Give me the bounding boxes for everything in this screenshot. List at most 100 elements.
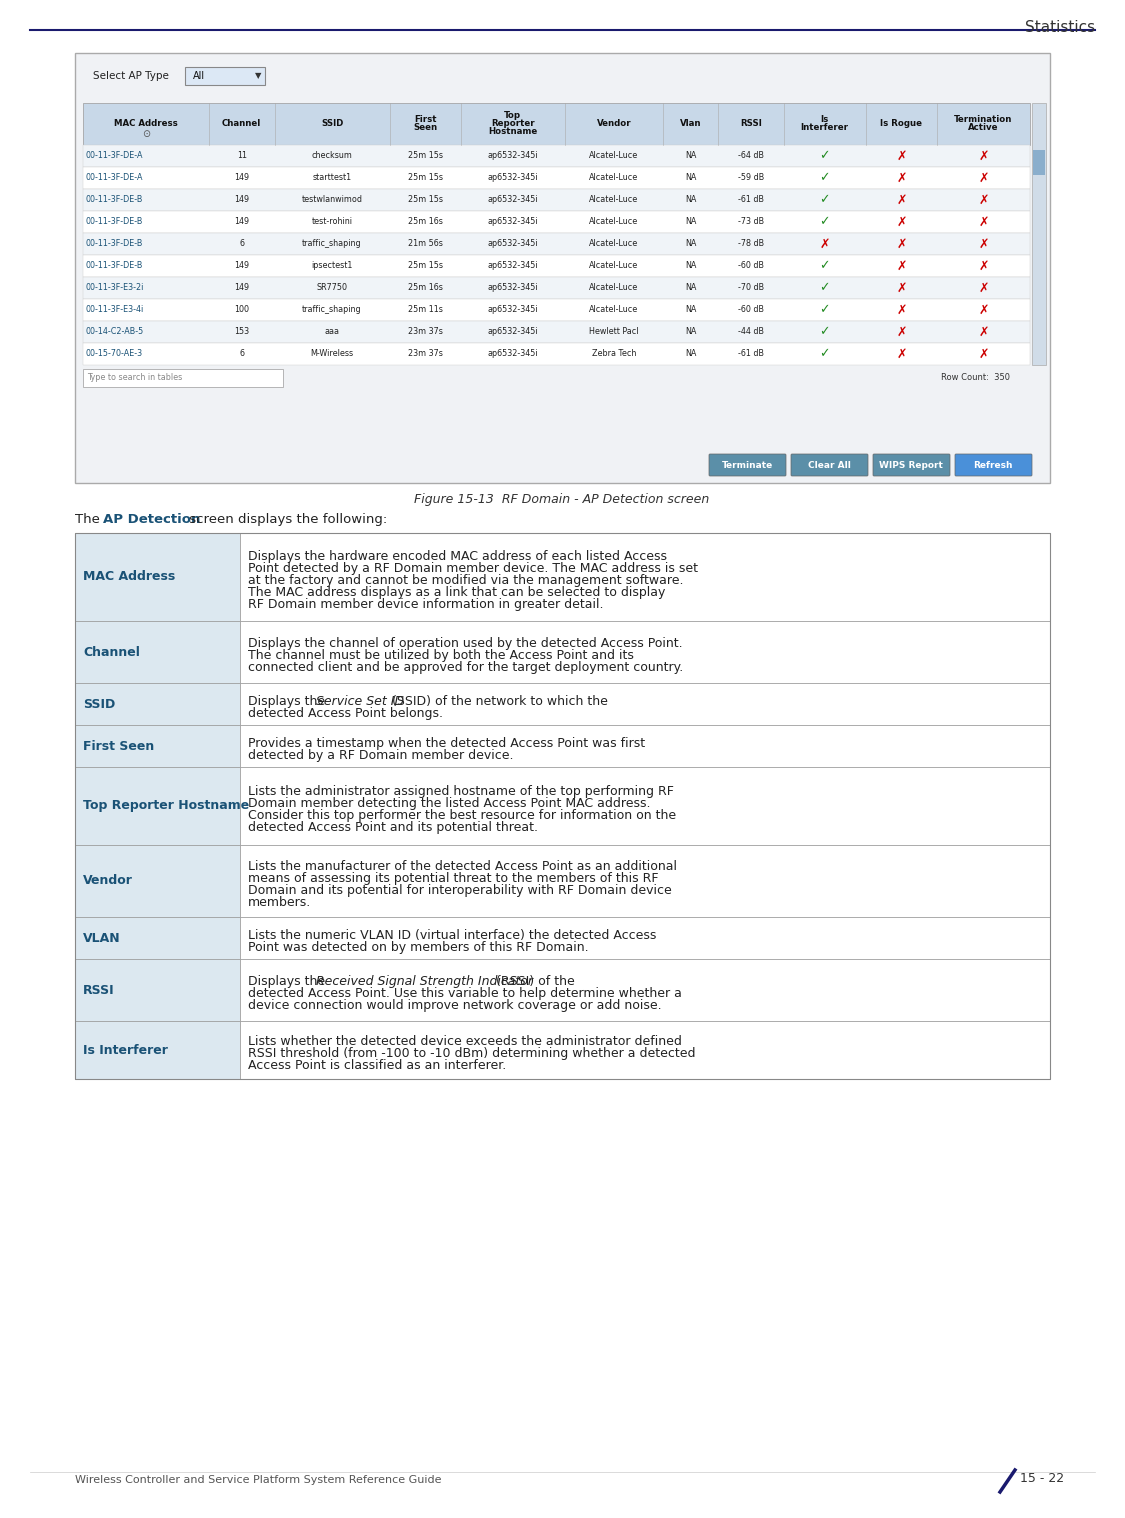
Text: RF Domain member device information in greater detail.: RF Domain member device information in g… bbox=[248, 598, 603, 612]
Text: 25m 11s: 25m 11s bbox=[407, 305, 442, 314]
Bar bbox=[83, 276, 1030, 299]
FancyBboxPatch shape bbox=[791, 454, 869, 477]
Text: ✗: ✗ bbox=[897, 304, 907, 316]
Text: NA: NA bbox=[685, 240, 696, 249]
Text: Displays the: Displays the bbox=[248, 695, 330, 707]
Text: 6: 6 bbox=[240, 240, 244, 249]
Bar bbox=[240, 1022, 1050, 1079]
Text: Termination: Termination bbox=[954, 115, 1012, 124]
Text: ✗: ✗ bbox=[979, 281, 989, 294]
Text: ap6532-345i: ap6532-345i bbox=[487, 349, 538, 358]
Text: ✗: ✗ bbox=[897, 149, 907, 162]
Text: Seen: Seen bbox=[413, 123, 438, 132]
Text: ✗: ✗ bbox=[979, 216, 989, 229]
Text: M-Wireless: M-Wireless bbox=[310, 349, 353, 358]
Text: (RSSI) of the: (RSSI) of the bbox=[493, 975, 575, 988]
Bar bbox=[240, 767, 1050, 846]
Text: 00-14-C2-AB-5: 00-14-C2-AB-5 bbox=[86, 328, 143, 337]
Text: Reporter: Reporter bbox=[490, 120, 534, 129]
Bar bbox=[83, 255, 1030, 276]
Text: SSID: SSID bbox=[83, 697, 115, 710]
Text: NA: NA bbox=[685, 217, 696, 226]
Text: detected Access Point belongs.: detected Access Point belongs. bbox=[248, 707, 443, 720]
Text: Is: Is bbox=[820, 115, 829, 124]
Text: Lists the administrator assigned hostname of the top performing RF: Lists the administrator assigned hostnam… bbox=[248, 785, 674, 798]
Text: The channel must be utilized by both the Access Point and its: The channel must be utilized by both the… bbox=[248, 650, 633, 662]
Bar bbox=[83, 146, 1030, 167]
Text: The: The bbox=[75, 513, 105, 527]
Text: ⊙: ⊙ bbox=[142, 129, 150, 140]
Bar bbox=[83, 232, 1030, 255]
Text: Alcatel-Luce: Alcatel-Luce bbox=[590, 217, 639, 226]
Bar bbox=[240, 959, 1050, 1022]
FancyBboxPatch shape bbox=[75, 53, 1050, 483]
Text: ap6532-345i: ap6532-345i bbox=[487, 152, 538, 161]
Text: 00-11-3F-DE-B: 00-11-3F-DE-B bbox=[86, 196, 143, 205]
Text: Alcatel-Luce: Alcatel-Luce bbox=[590, 240, 639, 249]
Text: ✗: ✗ bbox=[979, 260, 989, 273]
Text: Vendor: Vendor bbox=[596, 120, 631, 129]
Text: Vlan: Vlan bbox=[680, 120, 701, 129]
Text: ✗: ✗ bbox=[979, 237, 989, 250]
Text: ✓: ✓ bbox=[819, 260, 830, 273]
Text: 00-11-3F-DE-B: 00-11-3F-DE-B bbox=[86, 217, 143, 226]
Text: NA: NA bbox=[685, 328, 696, 337]
Text: MAC Address: MAC Address bbox=[83, 571, 176, 583]
Text: ✗: ✗ bbox=[897, 172, 907, 185]
Text: 6: 6 bbox=[240, 349, 244, 358]
Text: 00-15-70-AE-3: 00-15-70-AE-3 bbox=[86, 349, 142, 358]
Text: SR7750: SR7750 bbox=[316, 284, 348, 293]
Text: Point detected by a RF Domain member device. The MAC address is set: Point detected by a RF Domain member dev… bbox=[248, 562, 698, 575]
Text: -60 dB: -60 dB bbox=[738, 261, 764, 270]
Text: ✗: ✗ bbox=[897, 216, 907, 229]
Text: 25m 16s: 25m 16s bbox=[407, 217, 442, 226]
Bar bbox=[83, 320, 1030, 343]
Text: 25m 15s: 25m 15s bbox=[407, 173, 442, 182]
Text: 149: 149 bbox=[234, 284, 250, 293]
Text: Alcatel-Luce: Alcatel-Luce bbox=[590, 305, 639, 314]
Text: aaa: aaa bbox=[325, 328, 340, 337]
Text: Zebra Tech: Zebra Tech bbox=[592, 349, 636, 358]
Text: ✗: ✗ bbox=[979, 149, 989, 162]
Text: traffic_shaping: traffic_shaping bbox=[303, 240, 362, 249]
Text: 00-11-3F-E3-2i: 00-11-3F-E3-2i bbox=[86, 284, 143, 293]
Text: device connection would improve network coverage or add noise.: device connection would improve network … bbox=[248, 999, 662, 1013]
Text: VLAN: VLAN bbox=[83, 932, 120, 944]
Bar bbox=[240, 533, 1050, 621]
Text: ap6532-345i: ap6532-345i bbox=[487, 173, 538, 182]
Bar bbox=[1032, 103, 1046, 364]
Bar bbox=[240, 846, 1050, 917]
Text: checksum: checksum bbox=[312, 152, 352, 161]
Text: ap6532-345i: ap6532-345i bbox=[487, 328, 538, 337]
Text: ✓: ✓ bbox=[819, 216, 830, 229]
Text: Active: Active bbox=[969, 123, 999, 132]
Text: -78 dB: -78 dB bbox=[738, 240, 764, 249]
Bar bbox=[75, 621, 240, 683]
Text: means of assessing its potential threat to the members of this RF: means of assessing its potential threat … bbox=[248, 871, 658, 885]
Text: Select AP Type: Select AP Type bbox=[93, 71, 169, 80]
Text: ✗: ✗ bbox=[897, 237, 907, 250]
Text: 25m 15s: 25m 15s bbox=[407, 152, 442, 161]
Text: test-rohini: test-rohini bbox=[312, 217, 352, 226]
Text: Domain member detecting the listed Access Point MAC address.: Domain member detecting the listed Acces… bbox=[248, 797, 650, 811]
Text: Figure 15-13  RF Domain - AP Detection screen: Figure 15-13 RF Domain - AP Detection sc… bbox=[414, 493, 710, 505]
Text: testwlanwimod: testwlanwimod bbox=[302, 196, 362, 205]
Text: RSSI: RSSI bbox=[83, 984, 115, 996]
Text: ✗: ✗ bbox=[897, 348, 907, 360]
Bar bbox=[75, 1022, 240, 1079]
Bar bbox=[240, 726, 1050, 767]
Bar bbox=[75, 726, 240, 767]
Text: -70 dB: -70 dB bbox=[738, 284, 764, 293]
Bar bbox=[240, 917, 1050, 959]
Text: 149: 149 bbox=[234, 196, 250, 205]
Text: Alcatel-Luce: Alcatel-Luce bbox=[590, 261, 639, 270]
Text: First Seen: First Seen bbox=[83, 739, 154, 753]
Text: ✓: ✓ bbox=[819, 193, 830, 206]
Bar bbox=[83, 343, 1030, 364]
Text: ap6532-345i: ap6532-345i bbox=[487, 305, 538, 314]
Text: ap6532-345i: ap6532-345i bbox=[487, 261, 538, 270]
Text: 149: 149 bbox=[234, 217, 250, 226]
Bar bbox=[83, 299, 1030, 320]
Text: 00-11-3F-DE-B: 00-11-3F-DE-B bbox=[86, 261, 143, 270]
Text: ✗: ✗ bbox=[897, 260, 907, 273]
